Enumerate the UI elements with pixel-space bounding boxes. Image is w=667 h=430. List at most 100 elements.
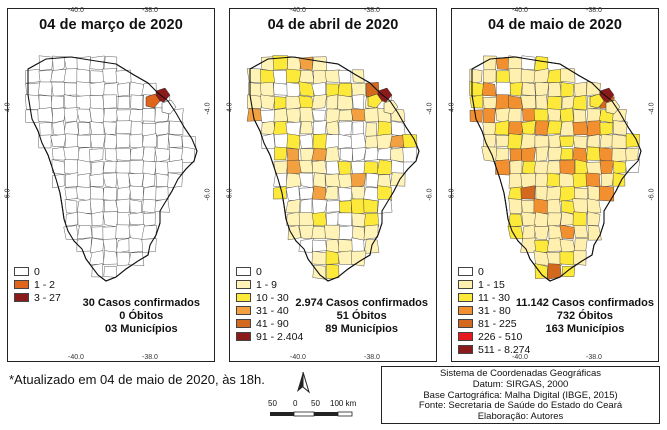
municipality	[89, 134, 106, 149]
scale-label: 50	[268, 399, 277, 408]
legend-swatch	[458, 332, 473, 341]
municipality	[534, 211, 550, 227]
municipality	[546, 172, 562, 188]
municipality	[298, 224, 314, 240]
municipality	[141, 123, 157, 137]
municipality	[89, 250, 105, 266]
municipality	[63, 68, 79, 84]
legend-swatch	[236, 306, 251, 315]
municipality	[129, 81, 144, 97]
municipality	[535, 81, 550, 98]
municipality	[129, 133, 144, 149]
lon-tick: -40.0	[512, 354, 528, 361]
municipality	[129, 185, 144, 201]
credit-line: Elaboração: Autores	[477, 411, 564, 423]
municipality	[338, 70, 352, 83]
municipality	[350, 160, 366, 176]
municipality	[38, 81, 53, 97]
municipality	[273, 82, 288, 96]
municipality	[260, 94, 276, 110]
map-stats: 11.142 Casos confirmados 732 Óbitos 163 …	[516, 297, 654, 336]
municipality	[535, 146, 549, 162]
municipality	[90, 186, 104, 201]
legend-swatch	[236, 332, 251, 341]
municipality	[89, 121, 105, 136]
municipality	[598, 147, 613, 163]
legend-swatch	[458, 280, 473, 289]
legend-swatch	[14, 280, 29, 289]
municipality	[273, 107, 288, 123]
municipality	[311, 109, 326, 122]
municipality	[65, 172, 80, 188]
municipality	[50, 133, 67, 147]
municipality	[91, 211, 104, 226]
map-title: 04 de maio de 2020	[488, 17, 622, 33]
municipality	[520, 133, 537, 150]
municipality	[115, 147, 132, 162]
municipality	[326, 120, 340, 136]
municipality	[50, 68, 67, 83]
municipality	[572, 121, 589, 136]
municipality	[350, 133, 367, 149]
municipality	[103, 266, 117, 278]
municipality	[142, 160, 157, 176]
municipality	[508, 173, 523, 189]
municipality	[142, 185, 158, 201]
legend-swatch	[14, 293, 29, 302]
municipality	[337, 160, 352, 176]
legend-label: 11 - 30	[478, 291, 510, 304]
municipality	[560, 82, 575, 97]
municipality	[363, 212, 379, 227]
municipality	[117, 82, 130, 97]
deaths: 732 Óbitos	[556, 310, 614, 322]
municipality	[325, 146, 340, 162]
municipality	[533, 226, 550, 240]
municipality	[259, 81, 275, 98]
municipality	[64, 199, 78, 214]
municipality	[102, 211, 119, 228]
municipality	[625, 133, 640, 148]
municipalities: 89 Municípios	[325, 323, 399, 335]
legend-label: 511 - 8.274	[478, 343, 531, 356]
legend-label: 1 - 2	[34, 278, 56, 291]
municipality	[548, 147, 562, 161]
municipality	[534, 263, 548, 279]
municipality	[364, 147, 380, 162]
municipality	[325, 211, 340, 227]
municipality	[324, 186, 339, 200]
legend-item: 81 - 225	[458, 317, 530, 330]
municipality	[572, 135, 588, 150]
municipality-highlight	[383, 99, 399, 115]
municipality	[507, 133, 523, 150]
municipality	[508, 186, 523, 200]
municipality	[142, 146, 156, 163]
legend-swatch	[458, 293, 473, 302]
legend-swatch	[236, 280, 251, 289]
legend-item: 1 - 15	[458, 278, 530, 291]
municipality	[63, 146, 80, 161]
municipality	[520, 185, 536, 200]
municipality	[376, 147, 392, 160]
municipality	[90, 161, 104, 176]
municipality	[298, 212, 315, 228]
municipality	[246, 68, 263, 84]
municipality	[351, 82, 366, 98]
state-border	[27, 56, 198, 282]
municipality	[168, 147, 184, 162]
municipality	[559, 135, 575, 147]
municipality	[285, 198, 301, 214]
municipality	[104, 133, 118, 150]
municipality	[90, 70, 105, 84]
municipality	[325, 173, 341, 188]
municipality	[77, 211, 93, 227]
municipality	[546, 251, 562, 266]
legend-swatch	[14, 267, 29, 276]
municipality	[481, 81, 497, 97]
legend-item: 511 - 8.274	[458, 343, 530, 356]
municipality-highlight	[589, 93, 605, 109]
legend-item: 226 - 510	[458, 330, 530, 343]
municipality	[247, 94, 263, 109]
legend-label: 91 - 2.404	[256, 330, 304, 343]
deaths: 51 Óbitos	[336, 310, 387, 322]
municipality	[104, 148, 118, 163]
